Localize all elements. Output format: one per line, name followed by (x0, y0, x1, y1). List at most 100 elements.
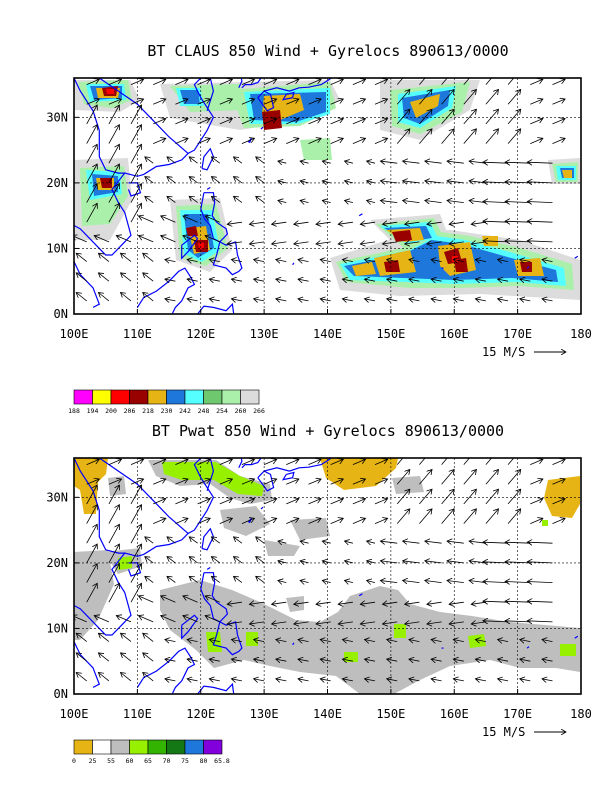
wind-vector (542, 260, 553, 262)
wind-vector (175, 119, 188, 125)
wind-vector (145, 196, 154, 203)
wind-vector (403, 561, 420, 563)
wind-vector (278, 541, 287, 543)
wind-vector (485, 509, 499, 524)
wind-vector (234, 557, 243, 564)
wind-vector (241, 79, 255, 85)
coastline-segment (526, 266, 530, 269)
legend-label: 75 (181, 757, 189, 765)
wind-vector (475, 640, 486, 642)
wind-vector (447, 201, 464, 203)
wind-vector (352, 459, 366, 465)
wind-vector (86, 544, 98, 564)
wind-vector (145, 157, 154, 164)
wind-vector (431, 659, 442, 661)
wind-vector (139, 216, 154, 223)
wind-vector (483, 562, 509, 563)
wind-vector (209, 679, 220, 681)
legend-swatch (73, 739, 93, 755)
wind-vector (505, 162, 531, 163)
wind-vector (76, 673, 87, 682)
top-x-axis: 100E 110E 120E 130E 140E 150E 160E 170E 180 (60, 309, 592, 341)
wind-vector (272, 222, 287, 224)
wind-vector (527, 241, 553, 242)
wind-vector (294, 242, 309, 244)
coastline-segment (260, 126, 264, 130)
wind-vector (254, 659, 265, 661)
wind-vector (483, 162, 509, 163)
x-tick-label: 140E (313, 707, 342, 721)
wind-vector (505, 241, 531, 242)
wind-vector (485, 78, 493, 85)
wind-vector (86, 564, 98, 583)
wind-vector (425, 561, 442, 563)
wind-vector (419, 489, 432, 505)
wind-vector (498, 640, 509, 642)
coastline-segment (263, 458, 332, 472)
wind-vector (542, 679, 553, 681)
wind-vector (552, 518, 566, 524)
wind-vector (387, 679, 398, 681)
wind-vector (441, 129, 455, 144)
wind-vector (447, 181, 464, 183)
wind-vector (427, 242, 442, 244)
bottom-pwat-low-yellow (74, 458, 580, 518)
wind-vector (316, 622, 331, 624)
wind-vector (380, 161, 398, 163)
wind-vector (527, 182, 553, 183)
coastline-segment (526, 646, 530, 649)
wind-vector (187, 299, 198, 301)
wind-vector (86, 79, 100, 85)
wind-vector (505, 562, 531, 563)
wind-vector (183, 616, 198, 623)
wind-vector (143, 633, 154, 642)
wind-vector (507, 78, 515, 85)
wind-vector (256, 196, 265, 203)
wind-vector (330, 479, 344, 485)
coastline-segment (281, 471, 295, 481)
bottom-gridlines (74, 458, 581, 694)
bottom-reference-vector: 15 M/S (482, 725, 566, 739)
bottom-wind-vectors (74, 458, 566, 682)
wind-vector (278, 201, 287, 203)
coastline-segment (358, 593, 363, 597)
wind-vector (449, 242, 464, 244)
wind-vector (447, 161, 464, 163)
wind-vector (449, 222, 464, 224)
wind-vector (552, 459, 566, 465)
wind-vector (367, 201, 376, 203)
wind-vector (256, 157, 265, 164)
wind-vector (167, 537, 176, 544)
wind-vector (530, 518, 543, 524)
wind-vector (380, 181, 398, 183)
wind-vector (211, 537, 221, 544)
wind-vector (308, 479, 322, 485)
wind-vector (241, 518, 255, 524)
wind-vector (374, 518, 388, 524)
wind-vector (507, 509, 521, 524)
wind-vector (231, 279, 242, 281)
wind-vector (94, 236, 110, 243)
wind-vector (374, 99, 388, 105)
wind-vector (463, 78, 470, 85)
wind-vector (130, 203, 142, 223)
coastline-segment (201, 527, 215, 551)
wind-vector (320, 679, 331, 681)
wind-vector (507, 489, 521, 505)
wind-vector (197, 79, 211, 85)
wind-vector (205, 236, 220, 243)
wind-vector (352, 79, 366, 85)
coastline-segment (124, 152, 189, 177)
wind-vector (130, 99, 144, 105)
legend-swatch (129, 739, 149, 755)
wind-vector (365, 279, 376, 281)
coastline-segment (574, 635, 579, 639)
wind-vector (298, 299, 309, 301)
wind-vector (278, 181, 287, 183)
wind-vector (507, 90, 521, 105)
wind-vector (505, 182, 531, 183)
wind-vector (441, 509, 455, 524)
wind-vector (219, 119, 233, 125)
wind-vector (165, 299, 176, 301)
